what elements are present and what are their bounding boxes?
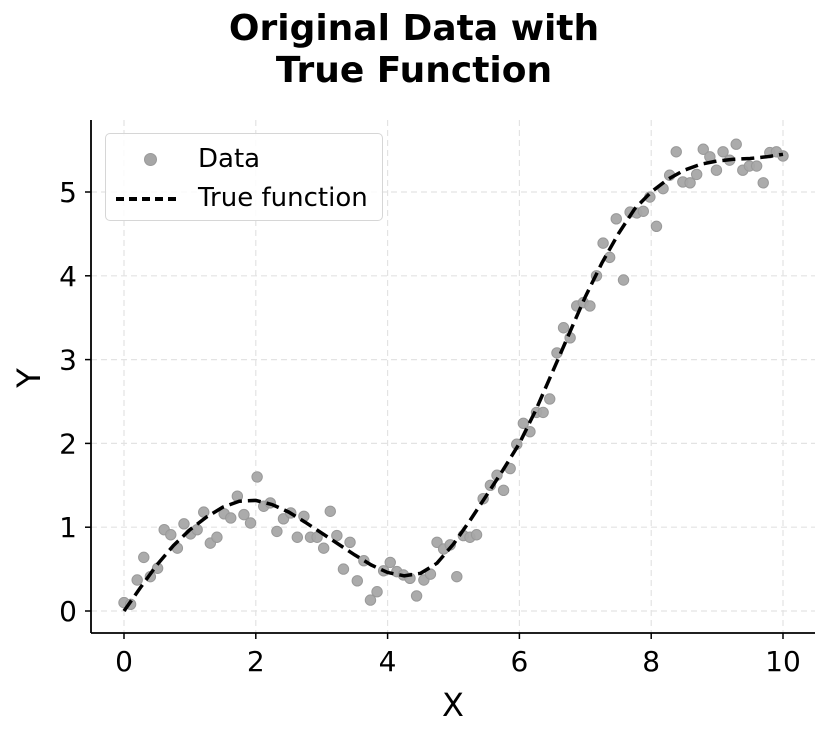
scatter-marker-icon (114, 144, 180, 174)
data-point (717, 146, 729, 158)
data-point (690, 168, 703, 181)
y-tick-label: 3 (59, 344, 77, 377)
data-point (637, 205, 649, 217)
x-tick-label: 4 (379, 645, 397, 678)
x-tick-label: 10 (765, 645, 801, 678)
data-point (271, 525, 283, 538)
x-tick-label: 8 (642, 645, 660, 678)
data-point (138, 551, 150, 564)
y-tick-label: 0 (59, 595, 77, 628)
legend-item-true-function: True function (106, 183, 368, 213)
y-tick-label: 1 (59, 511, 77, 544)
data-point (710, 164, 723, 176)
data-point (697, 143, 709, 155)
data-point (544, 393, 556, 405)
data-point (317, 542, 330, 554)
legend: Data True function (105, 133, 383, 221)
data-point (351, 575, 363, 587)
data-point (238, 508, 250, 521)
data-point (384, 556, 396, 569)
data-point (537, 406, 549, 419)
data-point (431, 536, 443, 548)
data-point (364, 594, 377, 606)
data-point (198, 506, 210, 518)
data-point (244, 517, 257, 529)
y-tick-label: 2 (59, 427, 77, 460)
data-point (670, 146, 682, 158)
y-tick-label: 4 (59, 260, 77, 293)
data-point (650, 220, 663, 233)
data-point (211, 531, 223, 543)
data-point (410, 590, 423, 602)
data-point (750, 160, 763, 172)
data-point (497, 484, 510, 497)
data-point (251, 471, 263, 483)
legend-label-true-function: True function (198, 183, 368, 213)
data-point (730, 138, 742, 150)
data-point (517, 417, 530, 429)
chart-title-line-1: Original Data with (228, 8, 600, 49)
chart-title-line-2: True Function (275, 50, 553, 91)
data-point (584, 300, 596, 312)
dashed-line-icon (114, 183, 180, 213)
data-point (684, 177, 696, 189)
data-point (470, 529, 483, 541)
data-point (757, 177, 769, 189)
data-point (617, 274, 630, 286)
chart-title: Original Data with True Function (0, 8, 828, 92)
true-function-line (122, 152, 784, 613)
y-axis-label: Y (10, 368, 48, 389)
data-point (344, 536, 356, 548)
data-point (331, 529, 343, 542)
data-point (371, 586, 383, 598)
data-point (337, 563, 350, 575)
data-point (324, 505, 336, 517)
data-point (191, 524, 203, 536)
data-point (178, 518, 190, 530)
data-point (610, 213, 622, 225)
data-point (424, 568, 437, 580)
data-point (557, 322, 570, 334)
x-axis-label: X (442, 686, 464, 724)
x-tick-label: 6 (510, 645, 528, 678)
data-point (597, 237, 609, 249)
data-point (291, 531, 304, 543)
data-point (225, 512, 237, 524)
data-point (131, 574, 143, 586)
legend-label-data: Data (198, 144, 261, 174)
y-tick-label: 5 (59, 176, 77, 209)
legend-item-data: Data (106, 144, 260, 174)
data-point (451, 570, 463, 583)
data-point (165, 529, 177, 541)
x-tick-label: 0 (115, 645, 133, 678)
x-tick-label: 2 (247, 645, 265, 678)
